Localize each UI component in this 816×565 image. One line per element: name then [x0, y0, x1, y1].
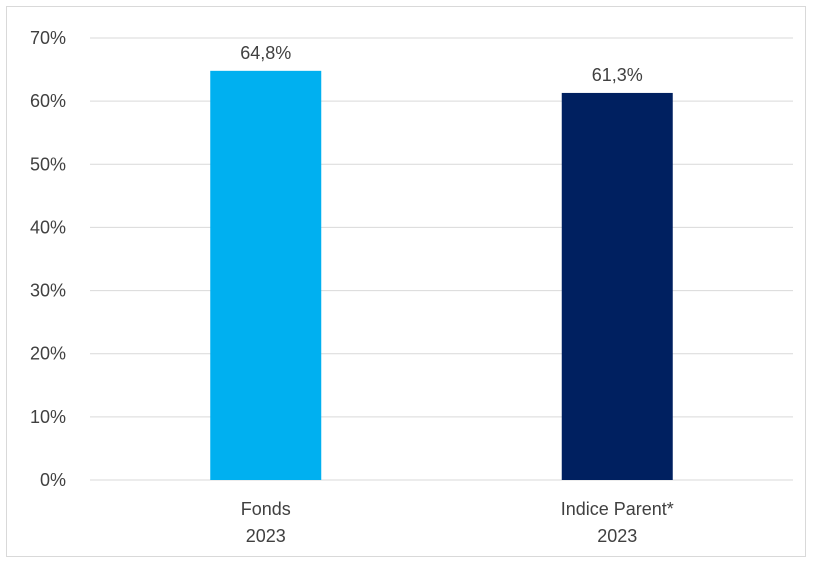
data-label-2: 61,3% — [592, 65, 643, 85]
category-label-1-line-1: Fonds — [241, 499, 291, 519]
category-label-2-line-2: 2023 — [597, 526, 637, 546]
y-tick-label-60: 60% — [30, 91, 66, 111]
y-tick-label-50: 50% — [30, 154, 66, 174]
category-label-1-line-2: 2023 — [246, 526, 286, 546]
y-tick-label-20: 20% — [30, 344, 66, 364]
y-tick-label-70: 70% — [30, 28, 66, 48]
y-tick-label-40: 40% — [30, 217, 66, 237]
y-tick-label-0: 0% — [40, 470, 66, 490]
y-tick-label-30: 30% — [30, 281, 66, 301]
y-tick-label-10: 10% — [30, 407, 66, 427]
bar-1 — [210, 70, 322, 480]
bar-2 — [561, 92, 673, 480]
data-label-1: 64,8% — [240, 43, 291, 63]
category-label-2-line-1: Indice Parent* — [561, 499, 674, 519]
